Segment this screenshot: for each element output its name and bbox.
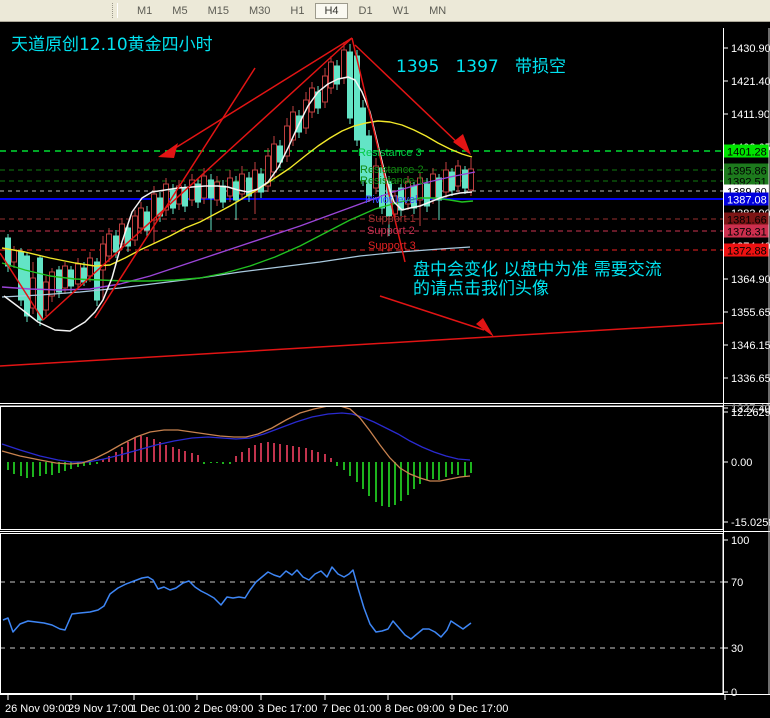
- svg-text:1387.08: 1387.08: [727, 195, 767, 207]
- timeframe-button-h1[interactable]: H1: [290, 4, 305, 17]
- panel-borders: [0, 28, 770, 695]
- svg-text:-15.0258: -15.0258: [731, 517, 770, 529]
- timeframe-button-d1[interactable]: D1: [358, 4, 373, 17]
- mid-annotation-line1: 盘中会变化 以盘中为准 需要交流: [413, 260, 662, 280]
- svg-text:3 Dec 17:00: 3 Dec 17:00: [258, 703, 317, 715]
- svg-text:1401.28: 1401.28: [727, 147, 767, 159]
- svg-text:8 Dec 09:00: 8 Dec 09:00: [385, 703, 444, 715]
- timeframe-button-m30[interactable]: M30: [248, 4, 271, 17]
- candles: [5, 42, 474, 326]
- trend-arrow-icon: [476, 318, 494, 337]
- price-level-tag: [724, 144, 769, 158]
- support3-label: Support 3: [368, 240, 416, 252]
- timeframe-button-mn[interactable]: MN: [429, 4, 447, 17]
- svg-text:1 Dec 01:00: 1 Dec 01:00: [131, 703, 190, 715]
- macd-signal-line: [1, 405, 471, 482]
- price-level-tag: [724, 192, 769, 206]
- svg-text:29 Nov 17:00: 29 Nov 17:00: [68, 703, 133, 715]
- price-level-tag: [724, 243, 769, 257]
- timeframe-button-m15[interactable]: M15: [207, 4, 229, 17]
- resistance3-label: Resistance 3: [358, 147, 422, 159]
- svg-text:1364.90: 1364.90: [731, 274, 770, 286]
- svg-text:1336.65: 1336.65: [731, 373, 770, 385]
- svg-text:9 Dec 17:00: 9 Dec 17:00: [449, 703, 508, 715]
- ma-yellow: [1, 120, 473, 267]
- svg-text:2 Dec 09:00: 2 Dec 09:00: [194, 703, 253, 715]
- timeframe-button-m5[interactable]: M5: [172, 4, 188, 17]
- svg-text:1421.40: 1421.40: [731, 76, 770, 88]
- svg-text:7 Dec 01:00: 7 Dec 01:00: [322, 703, 381, 715]
- trend-arrow-icon: [453, 134, 471, 155]
- rsi-panel: 100 70 30 0: [0, 535, 749, 699]
- toolbar-grip-icon[interactable]: [112, 3, 118, 18]
- svg-text:1378.31: 1378.31: [727, 227, 767, 239]
- support1-label: Support 1: [368, 213, 416, 225]
- svg-text:0.00: 0.00: [731, 457, 752, 469]
- chart-canvas: 1430.901421.401411.901402.651383.901374.…: [0, 28, 770, 715]
- svg-text:30: 30: [731, 643, 743, 655]
- pivot-label: Piviot level: [365, 194, 418, 206]
- svg-text:1355.65: 1355.65: [731, 307, 770, 319]
- ma-white: [3, 76, 473, 332]
- price-level-tag: [724, 224, 769, 238]
- mid-annotation: 盘中会变化 以盘中为准 需要交流 的请点击我们头像: [413, 260, 662, 300]
- chart-title: 天道原创12.10黄金四小时: [11, 35, 213, 55]
- svg-text:100: 100: [731, 535, 749, 547]
- svg-text:1372.88: 1372.88: [727, 246, 767, 258]
- rsi-line: [2, 566, 472, 640]
- mid-annotation-line2: 的请点击我们头像: [413, 279, 549, 300]
- macd-line: [1, 412, 471, 463]
- svg-text:1346.15: 1346.15: [731, 340, 770, 352]
- svg-text:70: 70: [731, 577, 743, 589]
- svg-text:1430.90: 1430.90: [731, 43, 770, 55]
- timeframe-button-h4[interactable]: H4: [315, 2, 348, 19]
- svg-text:26 Nov 09:00: 26 Nov 09:00: [5, 703, 70, 715]
- support2-label: Support 2: [367, 225, 415, 237]
- svg-text:12.2629: 12.2629: [731, 407, 770, 419]
- timeframe-button-w1[interactable]: W1: [392, 4, 410, 17]
- resistance2-label: Resistance 2: [360, 164, 424, 176]
- price-level-tag: [724, 174, 769, 188]
- resistance1-label: Resistance 1: [360, 175, 424, 187]
- trend-arrow-icon: [158, 143, 178, 158]
- macd-panel: 12.2629 0.00 -15.0258: [1, 405, 770, 529]
- ma-purple: [1, 171, 476, 291]
- timeframe-toolbar: M1 M5 M15 M30 H1 H4 D1 W1 MN: [0, 0, 770, 22]
- price-axis: 1430.901421.401411.901402.651383.901374.…: [723, 43, 770, 415]
- timeframe-button-m1[interactable]: M1: [137, 4, 153, 17]
- levels-annotation: 1395 1397 带损空: [396, 57, 566, 77]
- price-level-tag: [724, 212, 769, 226]
- svg-text:1411.90: 1411.90: [731, 109, 770, 121]
- trendlines: [0, 37, 724, 367]
- svg-text:0: 0: [731, 687, 737, 699]
- svg-text:1381.66: 1381.66: [727, 215, 767, 227]
- ma-steel: [1, 246, 471, 298]
- price-level-tag: [724, 163, 769, 177]
